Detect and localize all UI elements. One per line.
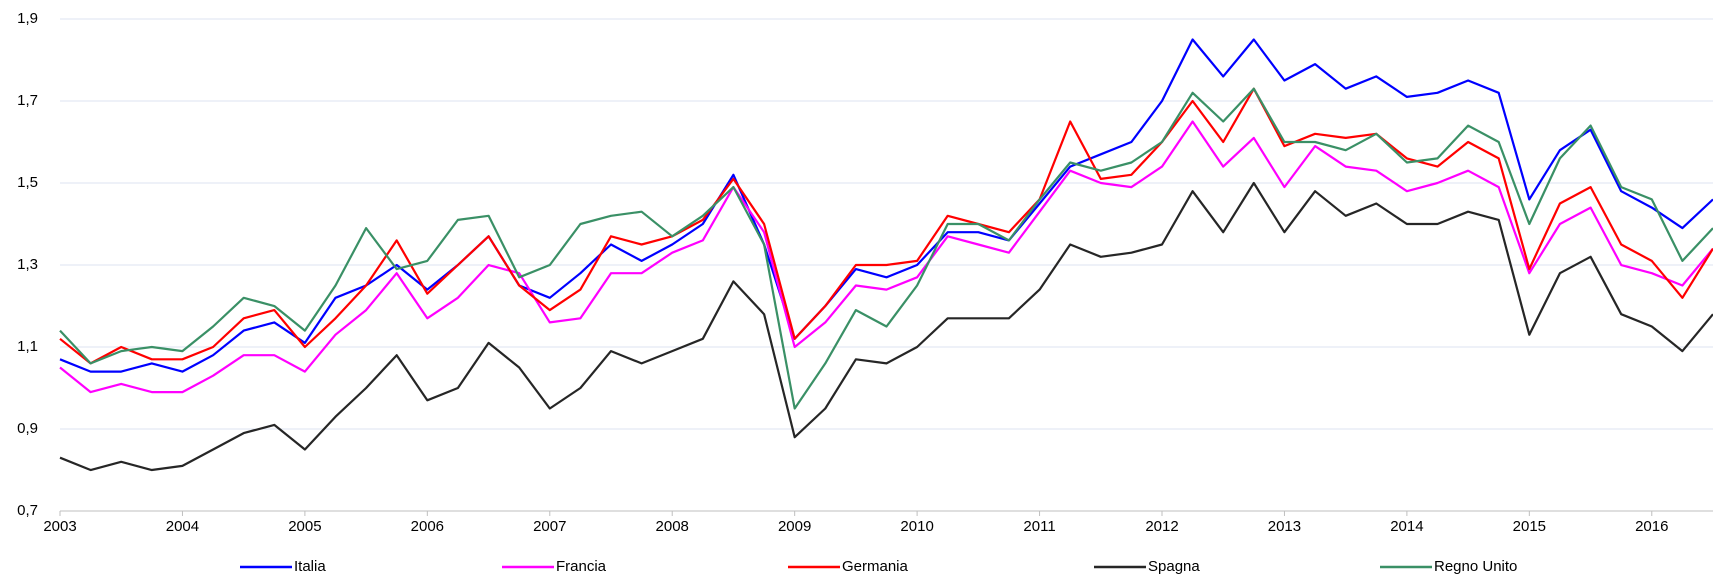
x-tick-label: 2004 [166, 518, 199, 535]
x-tick-label: 2012 [1145, 518, 1178, 535]
y-tick-label: 0,9 [17, 420, 38, 437]
x-tick-label: 2016 [1635, 518, 1668, 535]
legend-label: Regno Unito [1434, 558, 1517, 575]
x-tick-label: 2005 [288, 518, 321, 535]
y-tick-label: 1,7 [17, 92, 38, 109]
y-tick-label: 1,3 [17, 256, 38, 273]
series-line [59, 38, 1713, 373]
x-tick-label: 2003 [43, 518, 76, 535]
x-tick-label: 2015 [1513, 518, 1546, 535]
y-tick-label: 1,1 [17, 338, 38, 355]
x-tick-label: 2010 [900, 518, 933, 535]
y-tick-label: 1,9 [17, 10, 38, 27]
x-tick-label: 2011 [1023, 518, 1055, 535]
y-tick-label: 0,7 [17, 502, 38, 519]
series-line [59, 120, 1713, 394]
legend-label: Italia [294, 558, 326, 575]
series-line [59, 181, 1713, 472]
x-tick-label: 2014 [1390, 518, 1423, 535]
x-tick-label: 2006 [411, 518, 444, 535]
legend-label: Francia [556, 558, 607, 575]
x-tick-label: 2008 [656, 518, 689, 535]
x-tick-label: 2007 [533, 518, 566, 535]
x-tick-label: 2009 [778, 518, 811, 535]
legend-label: Spagna [1148, 558, 1200, 575]
series-line [59, 87, 1713, 365]
x-tick-label: 2013 [1268, 518, 1301, 535]
legend-label: Germania [842, 558, 909, 575]
y-tick-label: 1,5 [17, 174, 38, 191]
series-line [59, 87, 1713, 410]
